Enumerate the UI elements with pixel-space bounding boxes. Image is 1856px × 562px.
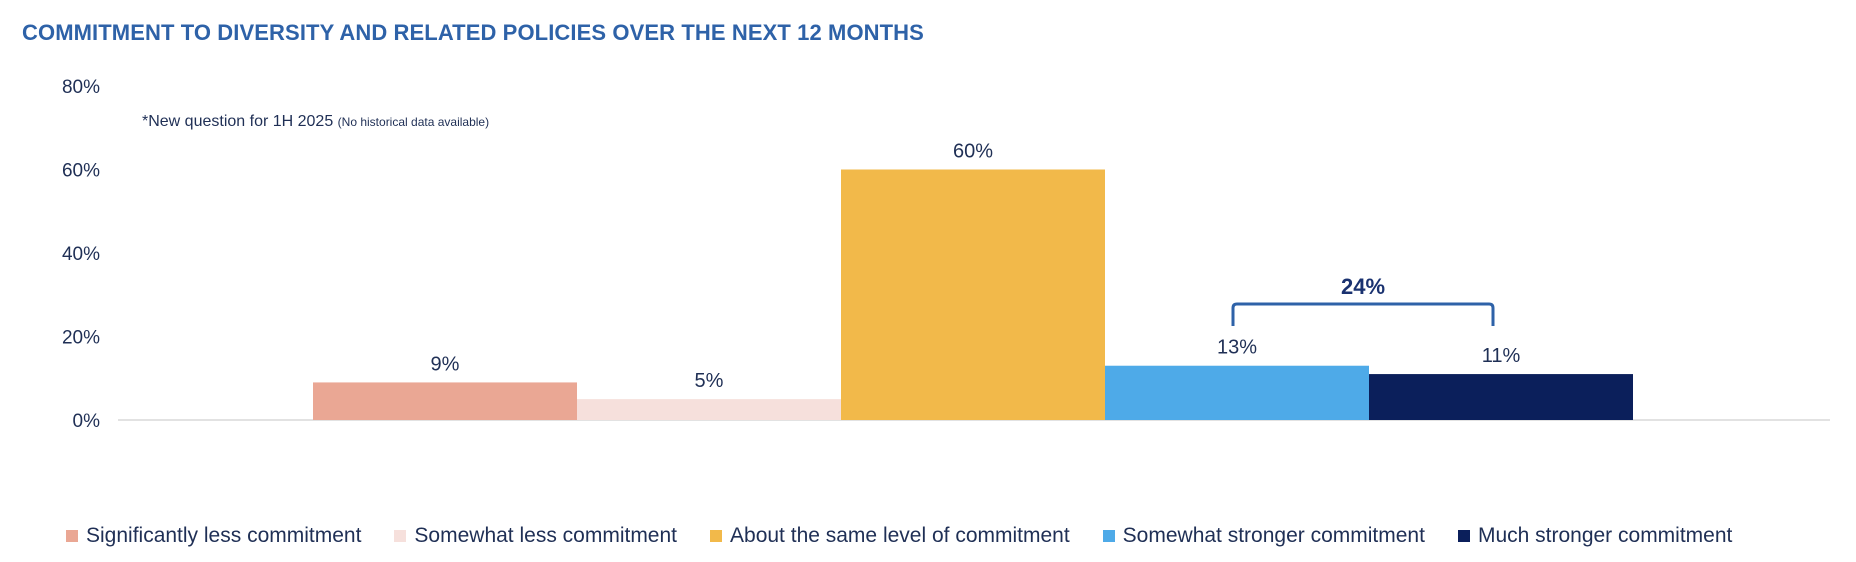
legend-item: Somewhat less commitment	[394, 524, 677, 548]
y-tick-label: 0%	[73, 411, 101, 432]
bar-2	[577, 399, 841, 420]
legend-label: About the same level of commitment	[730, 524, 1070, 547]
legend-item: Somewhat stronger commitment	[1102, 524, 1425, 548]
data-label: 60%	[953, 141, 993, 163]
bracket-label: 24%	[1341, 274, 1385, 299]
y-tick-label: 40%	[62, 244, 100, 265]
legend-label: Somewhat less commitment	[414, 524, 678, 547]
legend-item: About the same level of commitment	[710, 524, 1070, 548]
data-label: 5%	[695, 370, 724, 392]
bar-3	[841, 169, 1105, 420]
legend-swatch	[66, 530, 78, 542]
bar-5	[1369, 374, 1633, 420]
y-tick-label: 20%	[62, 328, 100, 349]
data-label: 13%	[1217, 337, 1257, 359]
bar-1	[313, 382, 577, 420]
legend-item: Much stronger commitment	[1457, 524, 1733, 548]
legend-swatch	[1102, 530, 1115, 542]
y-tick-label: 60%	[62, 161, 100, 182]
data-label: 11%	[1482, 345, 1521, 367]
legend-swatch	[394, 530, 407, 542]
data-label: 9%	[431, 353, 460, 375]
bar-chart: 0% 20% 40% 60% 80% *New question for 1H 2025 …	[62, 77, 1830, 432]
legend-swatch	[1457, 530, 1470, 542]
annotation-note: *New question for 1H 2025 (No historical…	[142, 113, 489, 130]
chart-title: COMMITMENT TO DIVERSITY AND RELATED POLI…	[22, 20, 924, 45]
legend-label: Significantly less commitment	[86, 524, 362, 547]
legend-label: Much stronger commitment	[1477, 524, 1733, 547]
legend-item: Significantly less commitment	[66, 524, 361, 548]
legend-swatch	[710, 530, 723, 542]
chart-legend: Significantly less commitment Somewhat le…	[66, 524, 1732, 548]
bracket-line	[1231, 302, 1495, 326]
y-tick-label: 80%	[62, 77, 100, 98]
legend-label: Somewhat stronger commitment	[1122, 524, 1425, 547]
bar-4	[1105, 365, 1369, 420]
